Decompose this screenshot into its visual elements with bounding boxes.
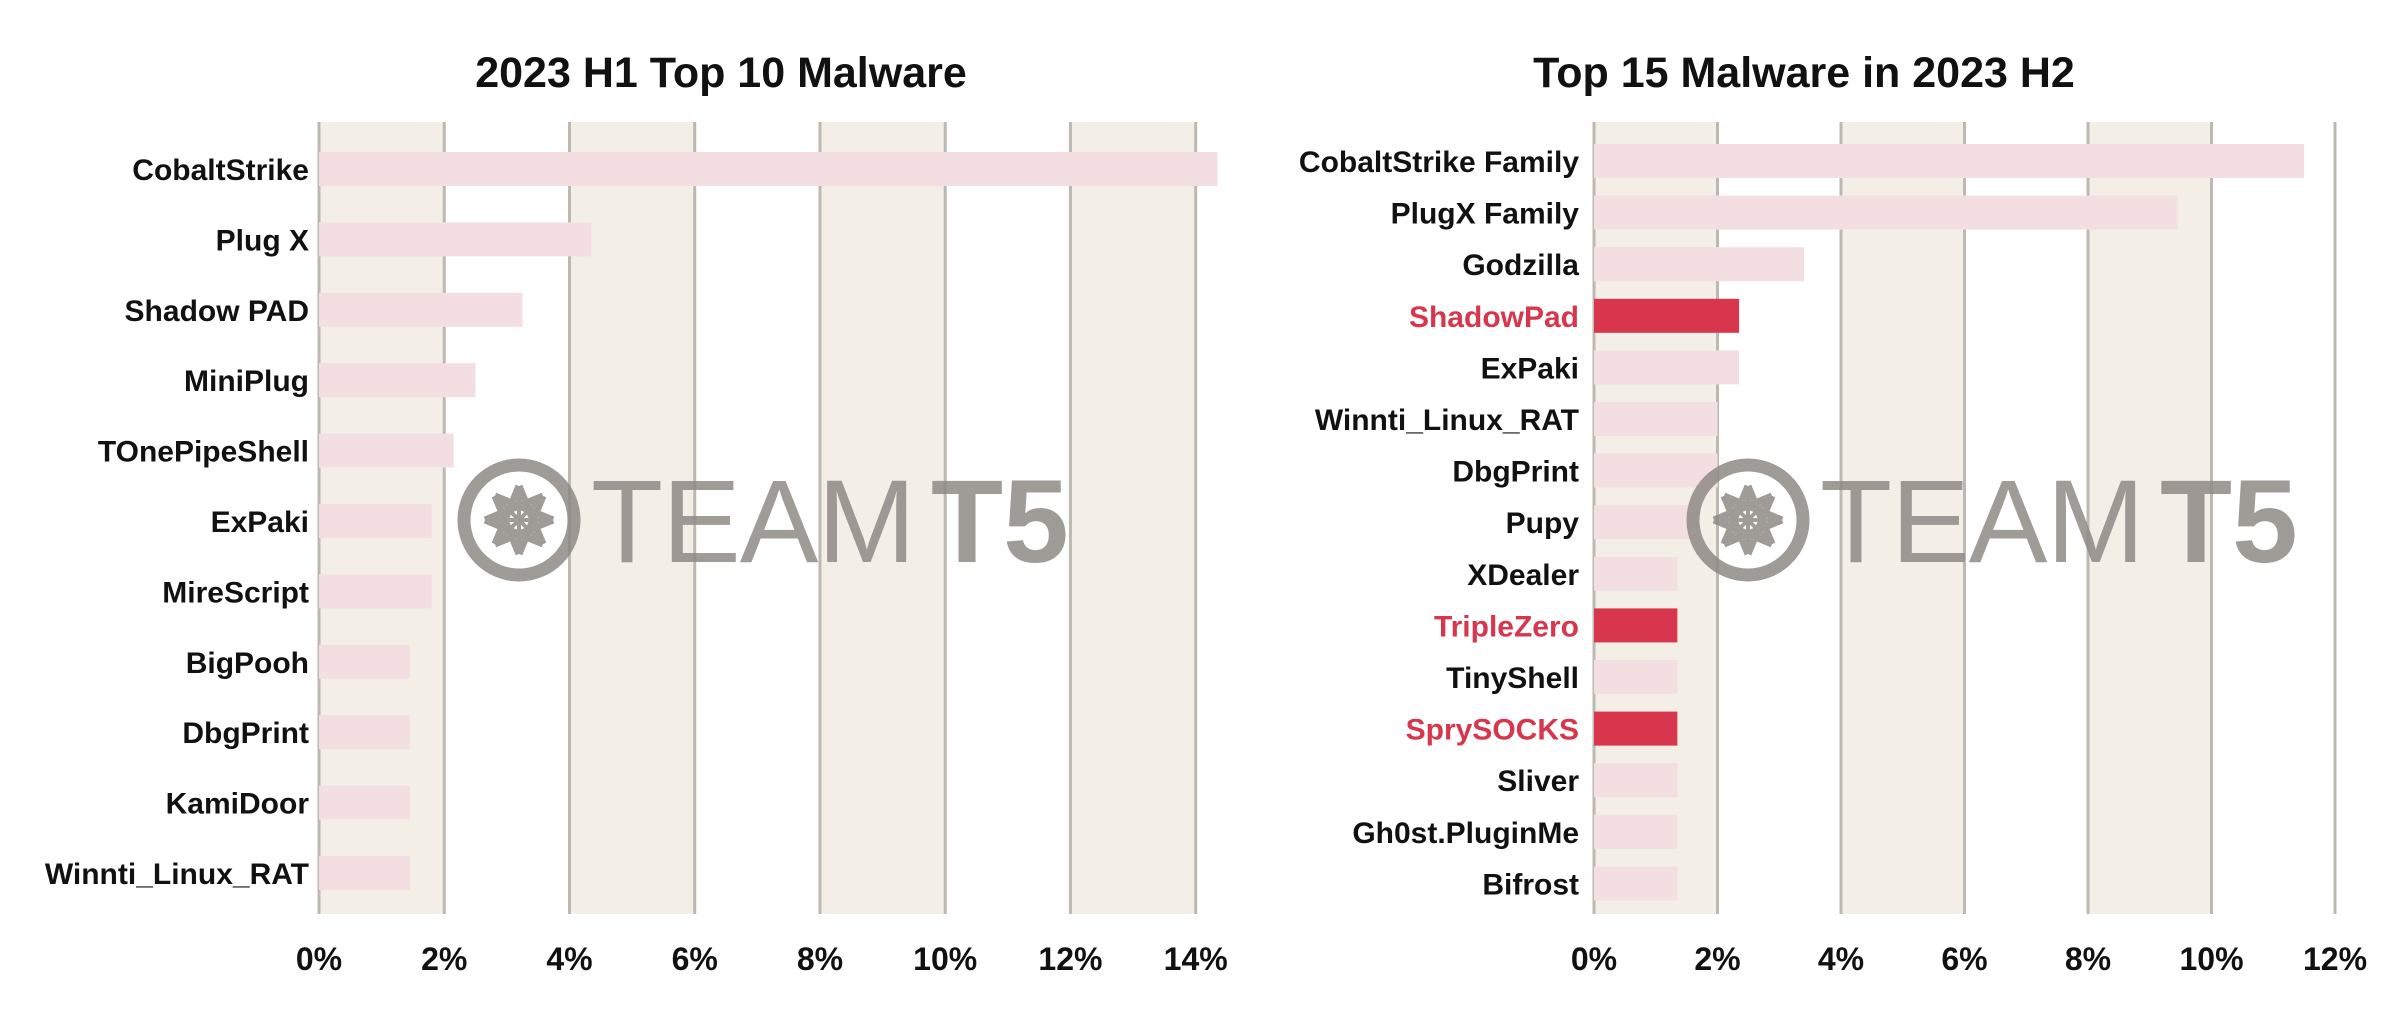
category-label: Pupy (1506, 507, 1580, 540)
logo-core (502, 503, 536, 537)
category-label: TinyShell (1446, 662, 1579, 695)
bar-shadowpad (1594, 298, 1740, 333)
logo-line (517, 494, 545, 522)
tick-label: 0% (296, 941, 342, 977)
tick-label: 2% (1694, 941, 1740, 977)
bar-gh0st-pluginme (1594, 814, 1678, 849)
bar-godzilla (1594, 247, 1804, 282)
category-label: MireScript (162, 576, 309, 609)
bar-plugx-family (1594, 195, 2178, 230)
category-label: Gh0st.PluginMe (1352, 817, 1579, 850)
category-label: KamiDoor (166, 788, 310, 821)
bar-cobaltstrike-family (1594, 144, 2305, 178)
background-band (1841, 122, 1965, 914)
background-band (819, 122, 946, 914)
category-label: TOnePipeShell (98, 436, 309, 469)
bar-winnti-linux-rat (319, 856, 410, 890)
bar-dbgprint (319, 715, 410, 750)
bar-sprysocks (1594, 711, 1678, 746)
watermark-text-bold: T5 (931, 456, 1069, 588)
category-label: TripleZero (1434, 610, 1579, 643)
teamt5-logo-icon (1686, 458, 1810, 582)
tick-label: 0% (1571, 941, 1617, 977)
tick-label: 12% (1038, 941, 1102, 977)
bar-xdealer (1594, 556, 1678, 591)
category-label: Winnti_Linux_RAT (45, 858, 309, 891)
bar-bifrost (1594, 866, 1678, 901)
tick-label: 10% (913, 941, 977, 977)
category-label: Shadow PAD (125, 295, 309, 328)
bar-sliver (1594, 763, 1678, 798)
logo-line (1722, 494, 1750, 522)
bar-tinyshell (1594, 660, 1678, 694)
logo-ring (1686, 458, 1810, 582)
chart-panel-2: Top 15 Malware in 2023 H2 CobaltStrike Fa… (1299, 49, 2367, 977)
bar-kamidoor (319, 785, 410, 820)
bar-expaki (319, 504, 432, 538)
category-label: Bifrost (1482, 868, 1579, 901)
bar-triplezero (1594, 608, 1678, 643)
bar-shadow-pad (319, 292, 523, 327)
category-label: BigPooh (186, 647, 309, 680)
tick-label: 10% (2179, 941, 2243, 977)
tick-label: 4% (1818, 941, 1864, 977)
category-label: CobaltStrike (132, 154, 309, 187)
logo-line (493, 494, 521, 522)
bar-dbgprint (1594, 453, 1718, 488)
watermark-text-bold: T5 (2160, 456, 2298, 588)
category-label: SprySOCKS (1406, 714, 1579, 747)
category-label: DbgPrint (182, 717, 309, 750)
tick-label: 2% (421, 941, 467, 977)
category-label: Winnti_Linux_RAT (1315, 404, 1579, 437)
tick-label: 8% (2065, 941, 2111, 977)
category-label: CobaltStrike Family (1299, 146, 1579, 179)
tick-label: 8% (797, 941, 843, 977)
category-label: ShadowPad (1409, 301, 1579, 334)
chart-title: Top 15 Malware in 2023 H2 (1533, 49, 2075, 97)
watermark-text-light: TEAM (591, 456, 915, 588)
logo-line (493, 518, 521, 546)
bar-plug-x (319, 222, 592, 257)
category-label: PlugX Family (1391, 198, 1580, 231)
tick-label: 4% (546, 941, 592, 977)
bar-miniplug (319, 363, 476, 398)
category-label: DbgPrint (1452, 456, 1579, 489)
teamt5-logo-icon (457, 458, 581, 582)
bar-expaki (1594, 350, 1740, 385)
logo-ring (457, 458, 581, 582)
category-label: XDealer (1467, 559, 1579, 592)
category-label: ExPaki (1481, 352, 1579, 385)
watermark-text-light: TEAM (1820, 456, 2144, 588)
tick-label: 6% (1941, 941, 1987, 977)
bar-pupy (1594, 505, 1699, 540)
bar-bigpooh (319, 644, 410, 679)
watermark-2: TEAM T5 (1686, 456, 2298, 588)
logo-line (1746, 494, 1774, 522)
category-label: MiniPlug (184, 365, 309, 398)
category-label: Godzilla (1462, 249, 1579, 282)
watermark-1: TEAM T5 (457, 456, 1069, 588)
logo-line (1722, 518, 1750, 546)
background-band (1070, 122, 1196, 914)
category-label: ExPaki (211, 506, 309, 539)
bar-tonepipeshell (319, 433, 454, 468)
tick-label: 14% (1164, 941, 1228, 977)
chart-panel-1: 2023 H1 Top 10 Malware CobaltStrike Plug X… (45, 49, 1228, 977)
bar-winnti-linux-rat (1594, 402, 1718, 436)
bar-cobaltstrike (319, 152, 1218, 186)
logo-core (1731, 503, 1765, 537)
tick-label: 12% (2303, 941, 2367, 977)
category-label: Sliver (1497, 765, 1579, 798)
tick-label: 6% (672, 941, 718, 977)
chart-title: 2023 H1 Top 10 Malware (475, 49, 967, 97)
category-label: Plug X (216, 224, 309, 257)
bar-mirescript (319, 574, 432, 609)
background-band (2088, 122, 2212, 914)
